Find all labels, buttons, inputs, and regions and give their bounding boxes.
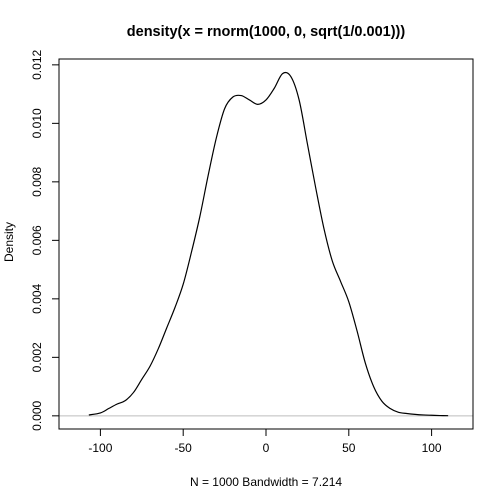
x-tick-label: -100 (88, 441, 112, 455)
x-axis: -100 -50 0 50 100 (88, 428, 442, 455)
plot-frame (58, 58, 474, 430)
y-tick-label: 0.000 (30, 400, 44, 430)
y-tick-label: 0.002 (30, 342, 44, 372)
x-axis-label: N = 1000 Bandwidth = 7.214 (190, 475, 342, 489)
x-tick-label: 100 (422, 441, 442, 455)
density-curve (88, 71, 449, 417)
y-tick-label: 0.004 (30, 284, 44, 314)
y-tick-label: 0.006 (30, 225, 44, 255)
x-tick-label: 0 (263, 441, 270, 455)
y-tick-label: 0.010 (30, 108, 44, 138)
x-tick-label: -50 (175, 441, 193, 455)
y-axis-label: Density (2, 222, 16, 262)
y-tick-label: 0.008 (30, 167, 44, 197)
chart-title: density(x = rnorm(1000, 0, sqrt(1/0.001)… (127, 24, 406, 40)
y-tick-label: 0.012 (30, 50, 44, 80)
x-tick-label: 50 (342, 441, 356, 455)
y-axis: 0.000 0.002 0.004 0.006 0.008 0.010 0.012 (30, 50, 60, 431)
